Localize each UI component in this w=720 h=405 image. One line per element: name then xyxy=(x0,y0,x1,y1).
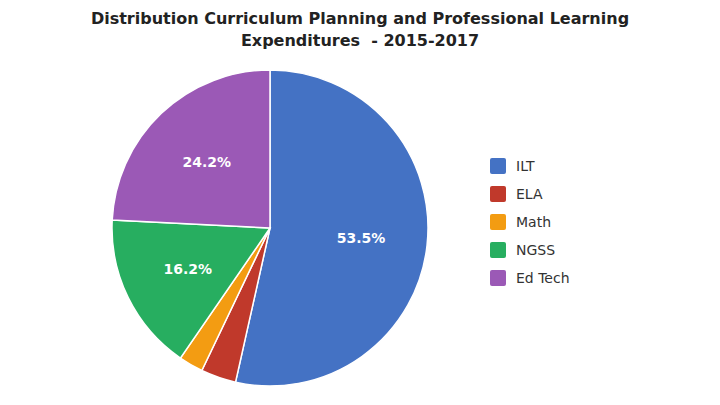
chart: Distribution Curriculum Planning and Pro… xyxy=(0,0,720,405)
legend-label: Ed Tech xyxy=(516,270,570,286)
slices xyxy=(112,70,428,386)
data-label: 24.2% xyxy=(183,154,232,170)
subtitle: Expenditures - 2015-2017 xyxy=(241,31,479,50)
data-label: 16.2% xyxy=(164,261,213,277)
legend-swatch xyxy=(490,214,506,230)
legend-swatch xyxy=(490,158,506,174)
data-label: 53.5% xyxy=(337,230,386,246)
title: Distribution Curriculum Planning and Pro… xyxy=(91,9,629,28)
legend-swatch xyxy=(490,270,506,286)
legend-label: NGSS xyxy=(516,242,555,258)
legend-swatch xyxy=(490,186,506,202)
slice xyxy=(112,70,270,228)
chart-container: Distribution Curriculum Planning and Pro… xyxy=(0,0,720,405)
legend-swatch xyxy=(490,242,506,258)
legend-label: ELA xyxy=(516,186,543,202)
slice xyxy=(112,220,270,358)
data-labels: 53.5% 16.2% 24.2% xyxy=(164,154,386,277)
legend: ILT ELA Math NGSS Ed Tech xyxy=(490,158,570,286)
legend-label: ILT xyxy=(516,158,535,174)
legend-label: Math xyxy=(516,214,551,230)
